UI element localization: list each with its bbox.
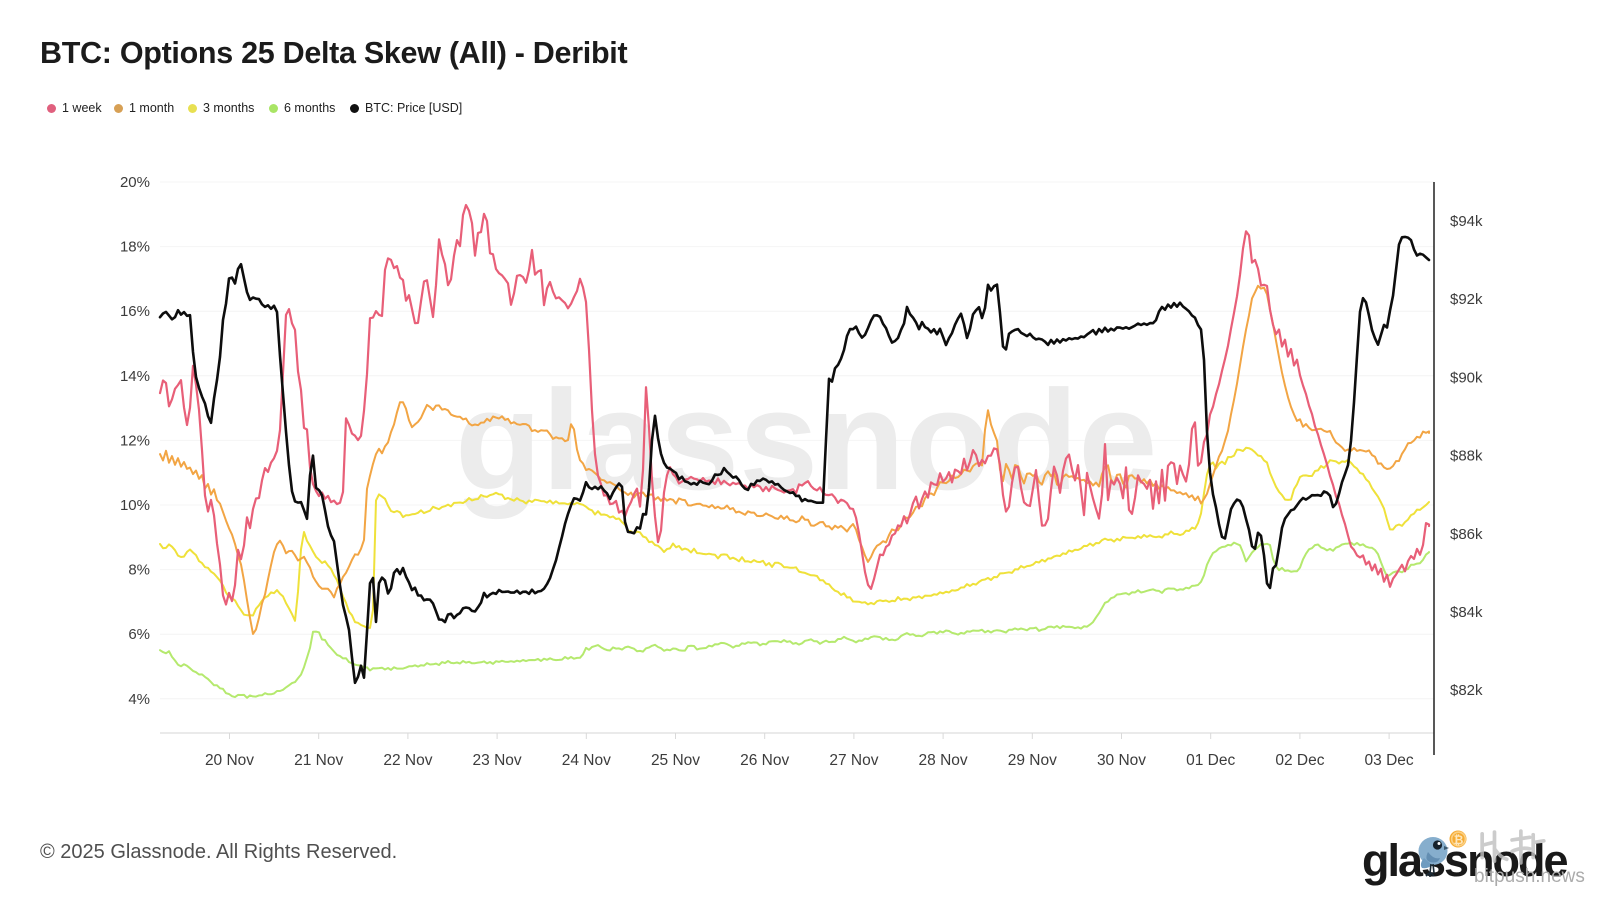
- svg-text:$88k: $88k: [1450, 448, 1483, 465]
- svg-text:23 Nov: 23 Nov: [473, 752, 522, 769]
- svg-text:24 Nov: 24 Nov: [562, 752, 611, 769]
- svg-text:26 Nov: 26 Nov: [740, 752, 789, 769]
- svg-text:22 Nov: 22 Nov: [383, 752, 432, 769]
- svg-text:21 Nov: 21 Nov: [294, 752, 343, 769]
- svg-text:14%: 14%: [120, 368, 150, 385]
- svg-text:$90k: $90k: [1450, 369, 1483, 386]
- svg-text:12%: 12%: [120, 432, 150, 449]
- svg-text:29 Nov: 29 Nov: [1008, 752, 1057, 769]
- svg-text:28 Nov: 28 Nov: [919, 752, 968, 769]
- svg-text:01 Dec: 01 Dec: [1186, 752, 1235, 769]
- svg-text:4%: 4%: [128, 691, 150, 708]
- svg-text:16%: 16%: [120, 303, 150, 320]
- svg-text:25 Nov: 25 Nov: [651, 752, 700, 769]
- svg-text:glassnode: glassnode: [455, 361, 1157, 520]
- svg-text:$94k: $94k: [1450, 213, 1483, 230]
- svg-text:bitpush.news: bitpush.news: [1474, 866, 1585, 887]
- svg-text:20%: 20%: [120, 174, 150, 191]
- svg-text:$86k: $86k: [1450, 526, 1483, 543]
- svg-text:20 Nov: 20 Nov: [205, 752, 254, 769]
- svg-text:6%: 6%: [128, 626, 150, 643]
- svg-text:8%: 8%: [128, 562, 150, 579]
- svg-text:₿: ₿: [1454, 833, 1464, 847]
- svg-text:30 Nov: 30 Nov: [1097, 752, 1146, 769]
- svg-text:27 Nov: 27 Nov: [829, 752, 878, 769]
- svg-text:02 Dec: 02 Dec: [1275, 752, 1324, 769]
- svg-text:$84k: $84k: [1450, 604, 1483, 621]
- svg-text:03 Dec: 03 Dec: [1365, 752, 1414, 769]
- svg-text:18%: 18%: [120, 239, 150, 256]
- svg-text:10%: 10%: [120, 497, 150, 514]
- svg-text:$92k: $92k: [1450, 291, 1483, 308]
- svg-text:$82k: $82k: [1450, 682, 1483, 699]
